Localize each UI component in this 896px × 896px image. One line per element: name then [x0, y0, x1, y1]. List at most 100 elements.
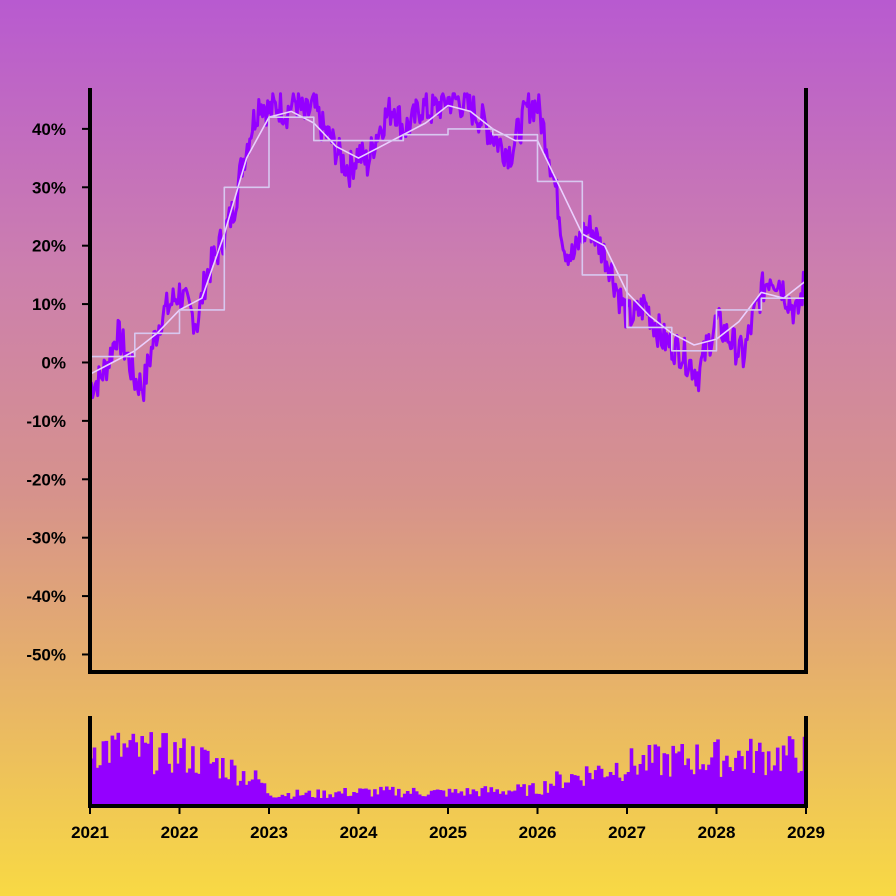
- volume-bar: [98, 765, 103, 806]
- main-chart-lines: [88, 92, 808, 403]
- volume-bar: [307, 790, 312, 806]
- volume-bar: [704, 770, 708, 806]
- volume-bar: [453, 789, 458, 806]
- volume-bar: [468, 794, 473, 806]
- volume-bar: [107, 762, 112, 806]
- volume-bar: [131, 733, 136, 806]
- volume-bar: [766, 751, 771, 806]
- volume-bar: [402, 793, 407, 806]
- volume-bar: [552, 785, 556, 806]
- volume-bar: [555, 771, 559, 806]
- volume-bar: [510, 791, 514, 806]
- volume-bar: [659, 775, 664, 806]
- y-tick-label: -30%: [26, 529, 66, 548]
- main-chart-axes: [88, 88, 808, 674]
- volume-bar: [235, 785, 240, 806]
- volume-bar: [259, 782, 264, 806]
- volume-bar: [599, 768, 604, 806]
- volume-bar: [623, 774, 628, 806]
- series-line-smooth: [89, 104, 807, 375]
- volume-bar: [611, 775, 616, 806]
- volume-bar: [480, 788, 485, 806]
- volume-bar: [558, 774, 562, 806]
- volume-bar: [247, 781, 252, 806]
- volume-bar: [226, 779, 231, 806]
- volume-bar: [784, 755, 789, 806]
- x-tick-label: 2024: [340, 823, 378, 842]
- volume-bar: [498, 793, 502, 806]
- volume-bar: [581, 785, 586, 806]
- volume-bar: [695, 744, 699, 806]
- volume-bar: [793, 757, 798, 806]
- volume-bar: [241, 771, 246, 806]
- volume-bar: [465, 788, 470, 806]
- volume-bar: [549, 783, 553, 806]
- volume-bar: [650, 762, 655, 806]
- volume-bar: [212, 762, 216, 806]
- volume-bar: [423, 796, 428, 806]
- volume-bar: [128, 740, 133, 806]
- volume-bar: [158, 747, 162, 806]
- volume-bar: [537, 793, 541, 806]
- volume-bar: [653, 744, 658, 806]
- volume-bar: [707, 764, 711, 806]
- volume-bar: [698, 769, 702, 806]
- volume-bar: [632, 765, 637, 806]
- volume-bar: [250, 779, 255, 806]
- volume-bar: [683, 765, 687, 806]
- volume-bar: [173, 742, 177, 806]
- volume-bar: [725, 755, 729, 806]
- volume-bar: [471, 789, 476, 806]
- volume-bar: [587, 772, 592, 806]
- y-tick-label: 10%: [32, 295, 66, 314]
- volume-bar: [486, 792, 491, 806]
- volume-bar: [701, 764, 705, 806]
- volume-bar: [221, 758, 225, 806]
- volume-bar: [417, 794, 422, 806]
- volume-bar: [719, 776, 723, 806]
- volume-bar: [206, 750, 210, 806]
- volume-bar: [232, 765, 237, 806]
- volume-bar: [256, 779, 261, 806]
- volume-bar: [280, 794, 285, 806]
- main-chart-panel: 40% 30% 20% 10% 0% -10% -20% -30% -40% -50%: [26, 88, 808, 674]
- volume-bar: [298, 795, 303, 806]
- volume-bar: [289, 798, 294, 806]
- volume-bar: [420, 796, 425, 806]
- volume-bar: [680, 744, 684, 806]
- volume-bar: [576, 775, 580, 806]
- volume-bar: [140, 736, 144, 806]
- volume-bar: [316, 789, 320, 806]
- volume-bar: [328, 794, 332, 806]
- volume-bar: [775, 747, 780, 806]
- volume-bar: [713, 742, 717, 806]
- volume-bar: [441, 790, 446, 806]
- volume-bar: [253, 770, 258, 806]
- volume-bar: [450, 792, 455, 806]
- volume-bar: [561, 788, 565, 806]
- x-tick-label: 2025: [429, 823, 467, 842]
- series-line-step: [90, 116, 807, 358]
- volume-bar: [635, 774, 640, 806]
- volume-bar: [215, 758, 219, 806]
- volume-bar: [504, 794, 508, 806]
- volume-bar: [179, 748, 183, 806]
- volume-bar: [170, 772, 174, 806]
- volume-bar: [373, 789, 377, 806]
- volume-bar: [435, 789, 440, 806]
- volume-bar: [385, 786, 389, 806]
- volume-bar: [692, 774, 696, 806]
- volume-bar: [358, 788, 362, 806]
- volume-bar: [137, 756, 141, 806]
- x-axis-tick-labels: 2021 2022 2023 2024 2025 2026 2027 2028 2029: [71, 806, 825, 842]
- volume-bar: [596, 765, 601, 806]
- volume-bar: [689, 769, 693, 806]
- volume-bar: [746, 750, 750, 806]
- volume-bar: [629, 748, 634, 806]
- x-tick-label: 2026: [519, 823, 557, 842]
- volume-bar: [125, 747, 130, 806]
- series-line-main: [88, 92, 808, 403]
- volume-bar: [101, 741, 106, 806]
- x-tick-label: 2021: [71, 823, 109, 842]
- volume-bar: [787, 736, 792, 806]
